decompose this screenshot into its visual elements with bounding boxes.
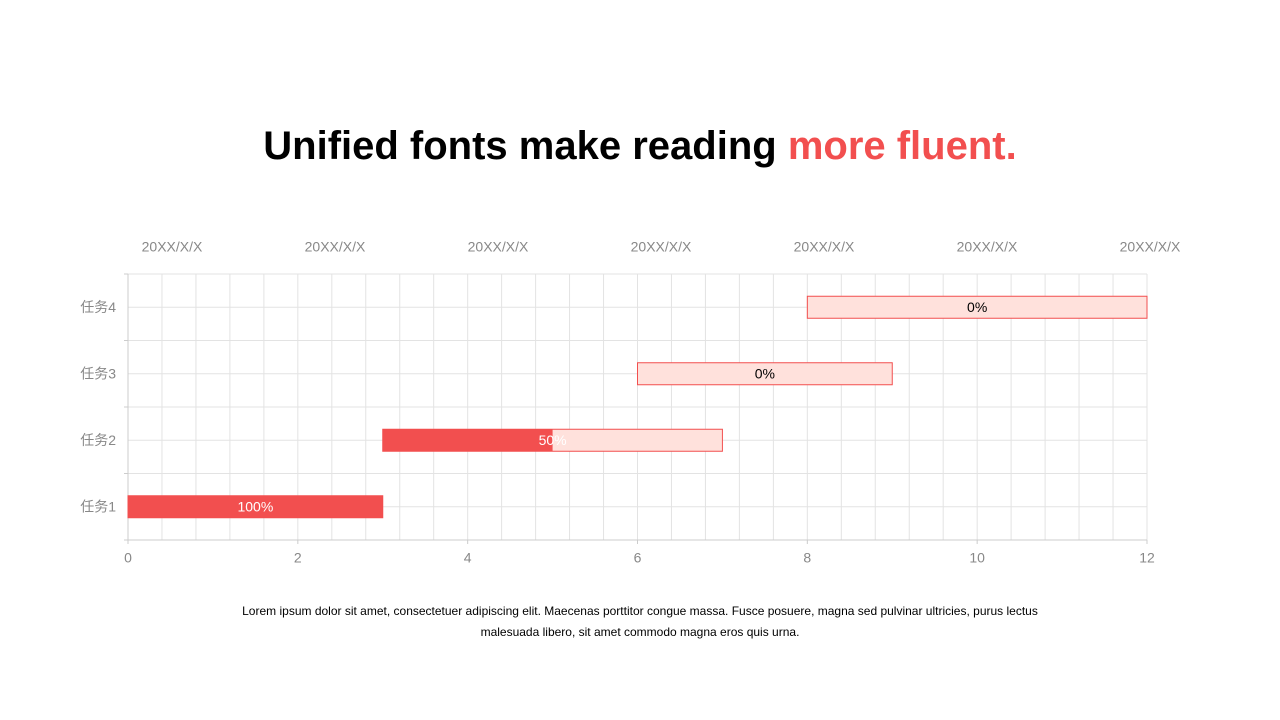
y-tick-label: 任务4 xyxy=(80,299,116,315)
x-tick-label: 0 xyxy=(124,550,132,566)
task-bar xyxy=(806,295,1148,319)
x-tick-label: 10 xyxy=(969,550,985,566)
y-tick-label: 任务3 xyxy=(80,365,116,381)
date-label: 20XX/X/X xyxy=(142,239,203,255)
task-bar xyxy=(637,362,893,386)
value-label: 50% xyxy=(539,432,567,448)
x-tick-label: 2 xyxy=(294,550,302,566)
title-highlight: more fluent. xyxy=(787,124,1017,168)
date-label: 20XX/X/X xyxy=(794,239,855,255)
date-label: 20XX/X/X xyxy=(468,239,529,255)
y-tick-label: 任务2 xyxy=(80,432,116,448)
x-tick-label: 6 xyxy=(634,550,642,566)
date-label: 20XX/X/X xyxy=(305,239,366,255)
title: Unified fonts make reading more fluent. xyxy=(0,124,1280,169)
value-label: 0% xyxy=(967,299,987,315)
task-progress xyxy=(382,429,553,452)
date-label: 20XX/X/X xyxy=(1120,239,1181,255)
x-tick-label: 4 xyxy=(464,550,472,566)
x-tick-label: 12 xyxy=(1139,550,1155,566)
description: Lorem ipsum dolor sit amet, consectetuer… xyxy=(242,604,1038,639)
date-label: 20XX/X/X xyxy=(631,239,692,255)
value-label: 100% xyxy=(237,498,273,514)
title-main: Unified fonts make reading xyxy=(263,124,777,168)
value-label: 0% xyxy=(755,365,775,381)
task-progress xyxy=(128,495,383,518)
x-tick-label: 8 xyxy=(803,550,811,566)
date-label: 20XX/X/X xyxy=(957,239,1018,255)
y-tick-label: 任务1 xyxy=(80,498,116,514)
